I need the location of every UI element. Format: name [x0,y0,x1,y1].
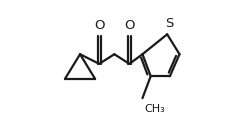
Text: CH₃: CH₃ [145,104,165,114]
Text: S: S [165,17,173,30]
Text: O: O [124,19,135,32]
Text: O: O [94,19,105,32]
